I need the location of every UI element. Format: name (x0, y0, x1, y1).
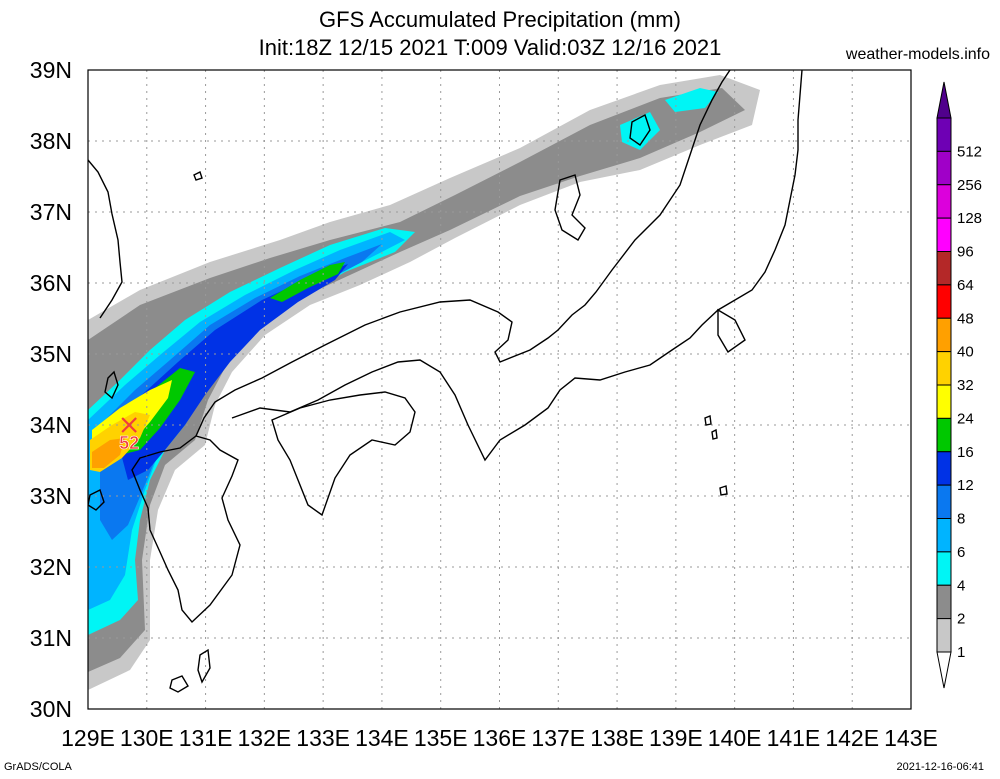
longitude-label: 135E (414, 725, 468, 751)
latitude-label: 34N (30, 412, 72, 438)
marker-value: 52 (119, 433, 139, 453)
legend-label: 6 (957, 544, 965, 561)
precip-patch-north-cyan (620, 112, 660, 150)
credit-text: weather-models.info (845, 46, 990, 63)
legend-label: 256 (957, 177, 982, 194)
legend-swatch (936, 284, 952, 319)
longitude-label: 139E (649, 725, 703, 751)
coastline-honshu (195, 70, 731, 437)
coastline-tanegashima (197, 648, 211, 684)
longitude-label: 141E (767, 725, 821, 751)
longitude-label: 136E (473, 725, 527, 751)
coastline-tsushima (104, 370, 119, 400)
longitude-label: 138E (590, 725, 644, 751)
legend-swatch (936, 251, 952, 286)
precip-band-40mm (92, 438, 125, 468)
legend-label: 512 (957, 143, 982, 160)
latitude-label: 37N (30, 199, 72, 225)
footer-timestamp: 2021-12-16-06:41 (896, 761, 984, 773)
latitude-label: 33N (30, 483, 72, 509)
legend-cap-bottom (936, 651, 952, 689)
legend-swatch (936, 484, 952, 519)
coastline-sado (629, 113, 651, 146)
longitude-label: 132E (237, 725, 291, 751)
longitude-label: 129E (61, 725, 115, 751)
legend-swatch (936, 351, 952, 386)
grid-lines (88, 70, 911, 709)
precip-patch-ne-cyan (665, 88, 718, 112)
legend-label: 32 (957, 377, 974, 394)
legend-label: 4 (957, 577, 965, 594)
max-precip-marker: 52 (119, 417, 139, 453)
legend-swatch (936, 217, 952, 252)
longitude-label: 134E (355, 725, 409, 751)
longitude-label: 130E (120, 725, 174, 751)
map-title: GFS Accumulated Precipitation (mm) (319, 7, 681, 32)
coastlines (88, 70, 803, 693)
longitude-label: 140E (708, 725, 762, 751)
legend-swatch (936, 551, 952, 586)
legend-swatch (936, 384, 952, 419)
latitude-labels: 30N 31N 32N 33N 34N 35N 36N 37N 38N 39N (30, 57, 72, 722)
coastline-korea (88, 159, 123, 319)
legend-label: 16 (957, 444, 974, 461)
map-frame (87, 69, 912, 710)
latitude-label: 31N (30, 625, 72, 651)
legend-swatch (936, 451, 952, 486)
coastline-boso (717, 308, 746, 354)
longitude-label: 137E (531, 725, 585, 751)
legend-swatch (936, 584, 952, 620)
coastline-oki (193, 171, 203, 181)
coastline-yakushima (169, 675, 189, 693)
latitude-label: 36N (30, 270, 72, 296)
legend-label: 128 (957, 210, 982, 227)
coastline-kyushu (131, 435, 241, 624)
legend-label: 2 (957, 611, 965, 628)
footer-software: GrADS/COLA (4, 761, 72, 773)
precip-band-1mm (88, 75, 760, 690)
legend-label: 24 (957, 410, 974, 427)
coastline-noto (554, 174, 586, 241)
legend-label: 1 (957, 644, 965, 661)
legend-swatch (936, 184, 952, 219)
longitude-label: 143E (884, 725, 938, 751)
legend-label: 96 (957, 244, 974, 261)
coastline-honshu-pacific (231, 70, 803, 462)
latitude-label: 30N (30, 696, 72, 722)
legend-label: 64 (957, 277, 974, 294)
latitude-label: 39N (30, 57, 72, 83)
precip-patch-green-sea (270, 262, 345, 302)
legend-swatch (936, 618, 952, 653)
legend-swatch (936, 518, 952, 553)
longitude-label: 133E (296, 725, 350, 751)
legend-label: 48 (957, 310, 974, 327)
legend-cap-top (936, 81, 952, 119)
latitude-label: 32N (30, 554, 72, 580)
precipitation-field (88, 75, 760, 690)
latitude-label: 35N (30, 341, 72, 367)
marker-cross (121, 417, 137, 433)
legend-label: 8 (957, 511, 965, 528)
latitude-label: 38N (30, 128, 72, 154)
coastline-shikoku (271, 391, 416, 517)
legend-swatch (936, 317, 952, 353)
legend-swatch (936, 417, 952, 453)
legend-swatch (936, 150, 952, 186)
legend-swatch (936, 117, 952, 152)
map-subtitle: Init:18Z 12/15 2021 T:009 Valid:03Z 12/1… (258, 35, 722, 60)
legend-label: 40 (957, 344, 974, 361)
coastline-izu-islands (704, 415, 728, 496)
longitude-label: 142E (825, 725, 879, 751)
legend-label: 12 (957, 477, 974, 494)
longitude-labels: 129E 130E 131E 132E 133E 134E 135E 136E 137E 138E… (61, 725, 938, 751)
longitude-label: 131E (179, 725, 233, 751)
precip-band-12mm (112, 264, 348, 480)
